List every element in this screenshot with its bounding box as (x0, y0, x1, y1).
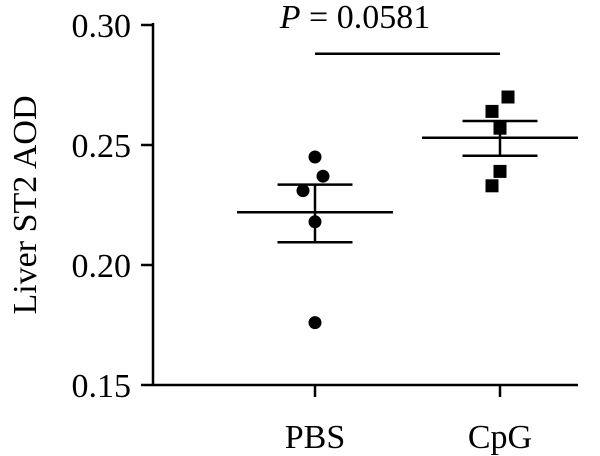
plot-area (237, 90, 578, 330)
y-tick-label: 0.25 (72, 128, 132, 165)
p-value: = 0.0581 (301, 0, 431, 36)
data-point (308, 215, 322, 229)
y-tick-label: 0.20 (72, 248, 132, 285)
y-tick-label: 0.15 (72, 368, 132, 405)
p-symbol: P (279, 0, 301, 36)
x-tick-label: CpG (468, 419, 532, 456)
x-tick-label: PBS (285, 419, 346, 456)
data-point (316, 169, 330, 183)
data-point (308, 316, 322, 330)
y-axis: 0.15 0.20 0.25 0.30 (72, 8, 155, 405)
data-point (485, 104, 499, 118)
data-point (485, 179, 499, 193)
data-point (296, 184, 310, 198)
y-axis-label: Liver ST2 AOD (7, 95, 44, 314)
p-value-label: P = 0.0581 (279, 0, 430, 36)
x-axis: PBS CpG (153, 383, 578, 456)
data-point (308, 150, 322, 164)
data-point (501, 90, 515, 104)
p-value-annotation: P = 0.0581 (279, 0, 500, 56)
data-point (493, 121, 507, 135)
y-tick-label: 0.30 (72, 8, 132, 45)
data-point (493, 164, 507, 178)
